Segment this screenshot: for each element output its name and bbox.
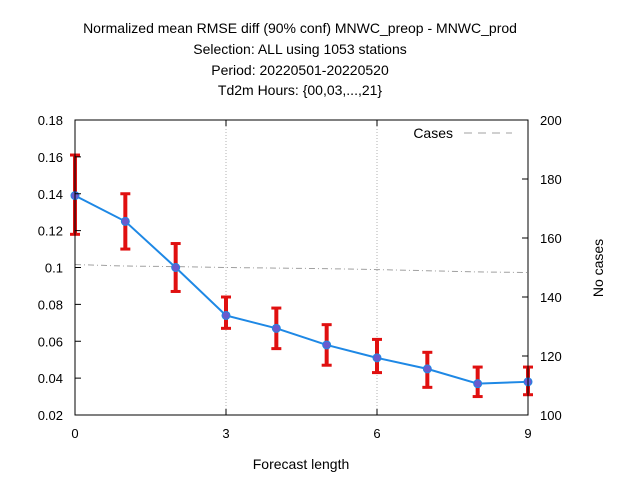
legend-label-cases: Cases (413, 125, 453, 141)
legend: Cases (413, 125, 512, 141)
axis-ticks: 0 3 6 9 0.02 0.04 0.06 0.08 0.1 0.12 0.14 0.16 0.18 1… (38, 113, 562, 441)
y-tick-label: 0.18 (38, 113, 63, 128)
chart-title-line-4: Td2m Hours: {00,03,...,21} (218, 82, 383, 98)
y-tick-label: 0.06 (38, 334, 63, 349)
x-axis-label: Forecast length (253, 456, 350, 472)
series-line-rmse-diff (74, 194, 529, 385)
chart-title-line-1: Normalized mean RMSE diff (90% conf) MNW… (83, 20, 517, 36)
y2-tick-label: 200 (540, 113, 562, 128)
x-tick-label: 9 (524, 426, 531, 441)
y2-tick-label: 180 (540, 172, 562, 187)
y-tick-label: 0.02 (38, 408, 63, 423)
data-point (171, 263, 181, 272)
x-tick-label: 3 (222, 426, 229, 441)
y-tick-label: 0.08 (38, 297, 63, 312)
chart-title-line-3: Period: 20220501-20220520 (211, 62, 389, 78)
data-point (322, 340, 332, 350)
y-tick-label: 0.14 (38, 187, 63, 202)
chart-title-line-2: Selection: ALL using 1053 stations (193, 41, 407, 57)
grid-lines (225, 120, 378, 415)
series-layer (70, 153, 533, 399)
y2-tick-label: 120 (540, 349, 562, 364)
data-point (221, 310, 231, 320)
y-tick-label: 0.16 (38, 150, 63, 165)
x-tick-label: 0 (71, 426, 78, 441)
y-tick-label: 0.04 (38, 371, 63, 386)
y2-tick-label: 140 (540, 290, 562, 305)
y2-tick-label: 100 (540, 408, 562, 423)
y2-axis-label: No cases (590, 239, 606, 297)
data-point (372, 353, 382, 363)
plot-frame (74, 119, 529, 416)
data-point (473, 379, 483, 389)
y2-tick-label: 160 (540, 231, 562, 246)
y-tick-label: 0.12 (38, 224, 63, 239)
data-point (120, 216, 130, 226)
series-line-cases (74, 264, 529, 274)
data-point (422, 364, 432, 374)
x-tick-label: 6 (373, 426, 380, 441)
data-point (271, 323, 281, 333)
y-tick-label: 0.1 (45, 261, 63, 276)
